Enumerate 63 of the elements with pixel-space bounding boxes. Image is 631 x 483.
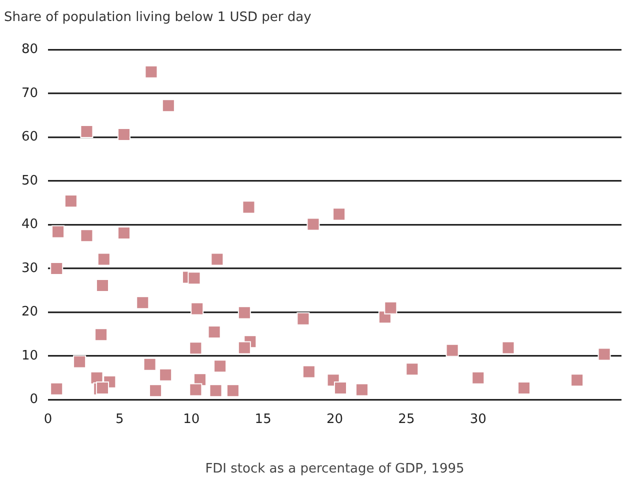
x-tick-label: 20 [326, 412, 344, 427]
y-tick-label: 40 [21, 217, 38, 232]
point [208, 325, 221, 338]
point [189, 342, 202, 355]
point [159, 368, 172, 382]
point [143, 358, 156, 371]
point [517, 381, 531, 394]
point [334, 381, 347, 394]
y-tick-label: 70 [21, 86, 38, 101]
point [80, 229, 94, 242]
point [52, 225, 65, 238]
point [64, 194, 78, 208]
point [96, 381, 109, 394]
point [332, 208, 346, 221]
point [50, 382, 64, 396]
point [97, 252, 110, 266]
point [50, 262, 64, 275]
point [302, 365, 316, 378]
y-tick-label: 50 [21, 173, 38, 188]
point [94, 328, 108, 342]
x-tick-label: 5 [116, 412, 124, 427]
point [136, 296, 150, 310]
x-tick-label: 30 [470, 412, 486, 427]
point [188, 272, 201, 285]
point [117, 128, 130, 142]
point [73, 355, 86, 368]
point [190, 302, 204, 316]
y-axis-title: Share of population living below 1 USD per day [4, 10, 312, 26]
y-tick-label: 0 [30, 392, 38, 408]
point [209, 384, 222, 398]
point [189, 383, 202, 396]
point [306, 218, 320, 231]
point [162, 99, 175, 112]
point [242, 200, 256, 214]
x-tick-label: 0 [44, 412, 52, 427]
point [149, 384, 162, 398]
point [598, 348, 611, 361]
point [446, 344, 459, 357]
y-tick-label: 20 [21, 304, 38, 320]
y-tick-label: 80 [21, 42, 38, 57]
point [238, 341, 251, 354]
point [214, 360, 227, 373]
point [570, 374, 584, 387]
point [96, 279, 109, 292]
point [226, 384, 240, 398]
point [406, 362, 419, 376]
y-tick-label: 10 [21, 348, 38, 364]
point [384, 301, 398, 314]
y-tick-label: 60 [21, 130, 38, 145]
point [355, 383, 368, 396]
point [472, 371, 485, 384]
point [210, 252, 224, 266]
x-tick-label: 25 [398, 412, 415, 427]
point [144, 65, 158, 78]
x-tick-label: 10 [183, 412, 200, 427]
point [80, 124, 94, 138]
point [502, 341, 515, 354]
x-axis-title: FDI stock as a percentage of GDP, 1995 [205, 462, 464, 477]
point [296, 312, 310, 326]
point [238, 306, 251, 320]
point [117, 226, 130, 240]
y-tick-label: 30 [21, 260, 38, 276]
x-tick-label: 15 [254, 412, 272, 427]
